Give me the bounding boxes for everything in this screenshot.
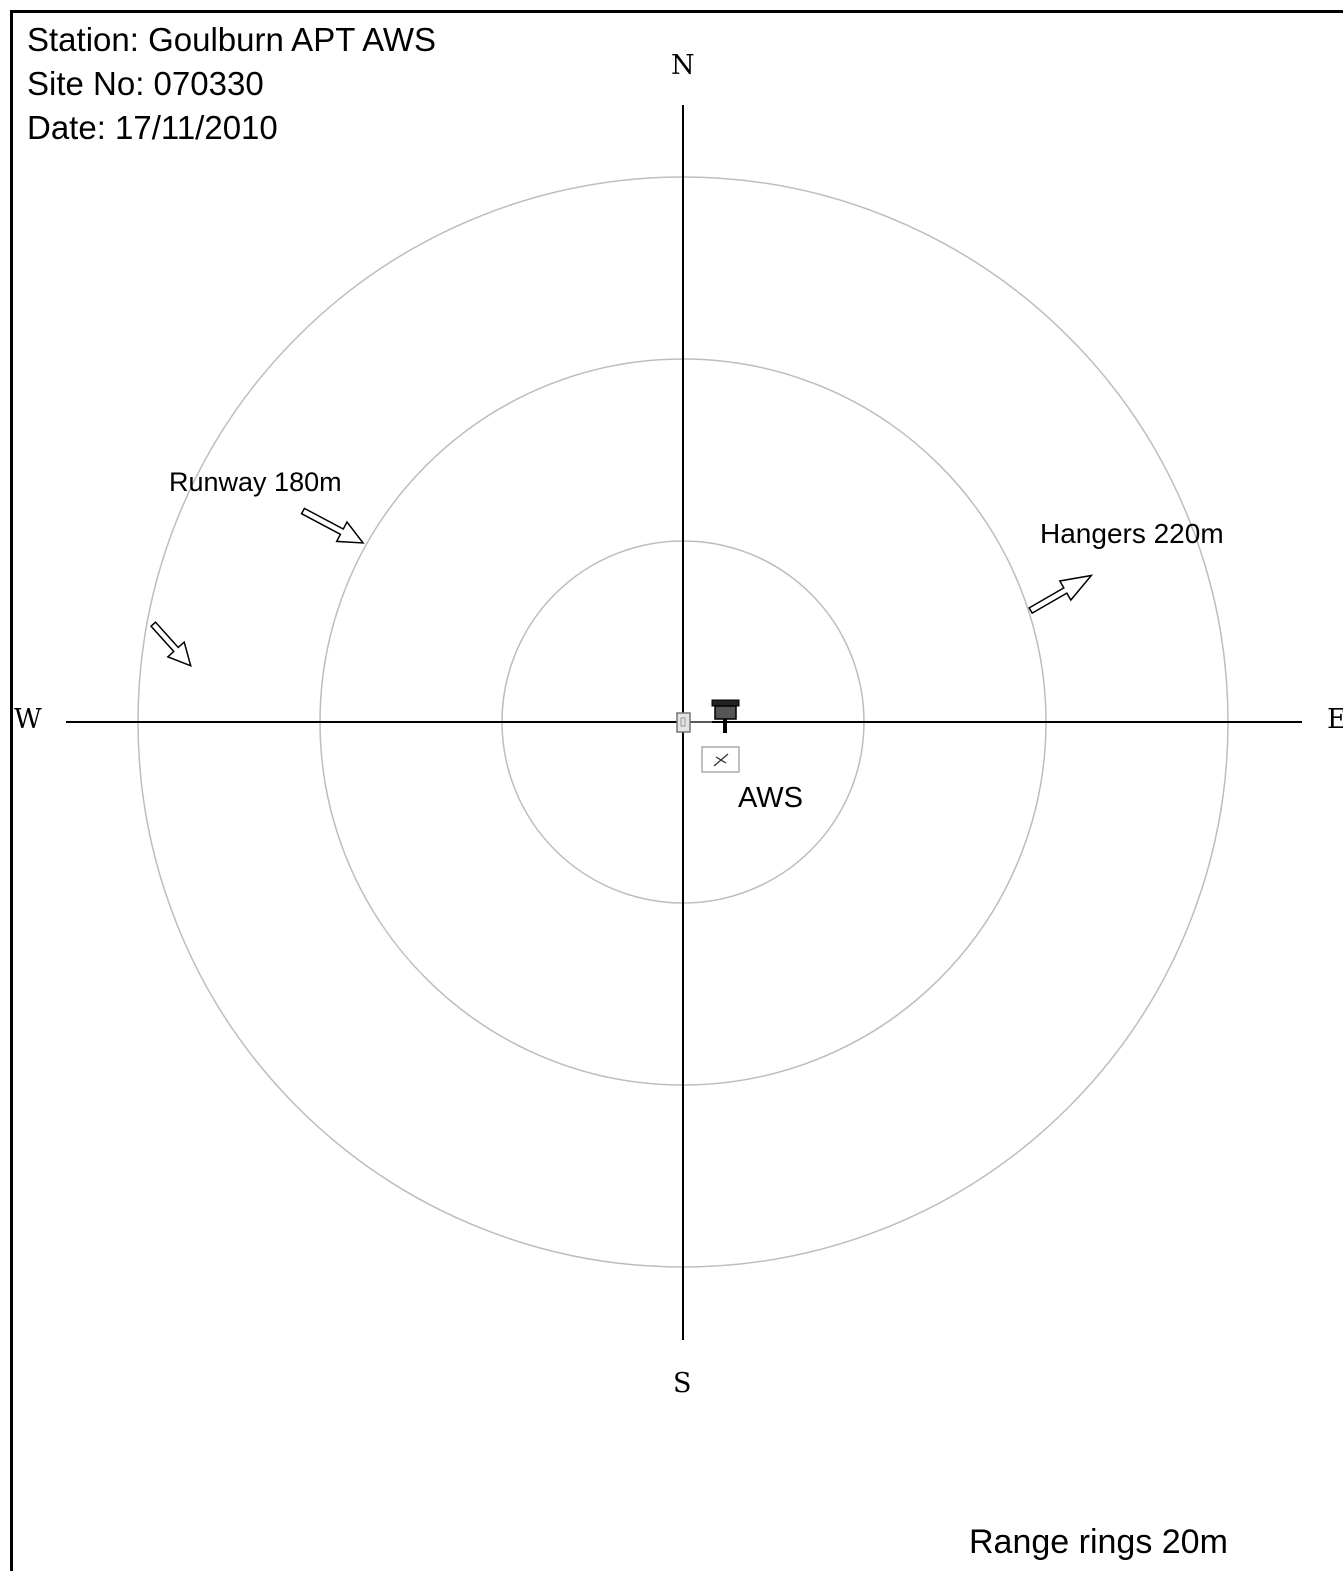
station-name: Station: Goulburn APT AWS bbox=[27, 21, 437, 58]
compass-east: E bbox=[1327, 704, 1343, 735]
range-rings-note: Range rings 20m bbox=[969, 1523, 1228, 1561]
aws-label: AWS bbox=[738, 782, 803, 814]
station-header: Station: Goulburn APT AWS Site No: 07033… bbox=[27, 18, 436, 150]
diagram-frame bbox=[10, 10, 1343, 1571]
stevenson-screen-icon bbox=[701, 746, 740, 773]
site-number: Site No: 070330 bbox=[27, 65, 264, 102]
runway-label: Runway 180m bbox=[169, 467, 342, 497]
enclosure-icon bbox=[676, 712, 691, 733]
hangers-label: Hangers 220m bbox=[1040, 518, 1224, 549]
compass-north: N bbox=[671, 50, 695, 81]
runway-arrow-icon bbox=[300, 507, 365, 544]
rain-gauge-icon bbox=[711, 699, 740, 733]
survey-date: Date: 17/11/2010 bbox=[27, 109, 278, 146]
compass-south: S bbox=[673, 1368, 692, 1399]
hangers-arrow-icon bbox=[1028, 574, 1094, 615]
runway-arrow-icon bbox=[149, 621, 192, 668]
compass-west: W bbox=[14, 704, 42, 735]
